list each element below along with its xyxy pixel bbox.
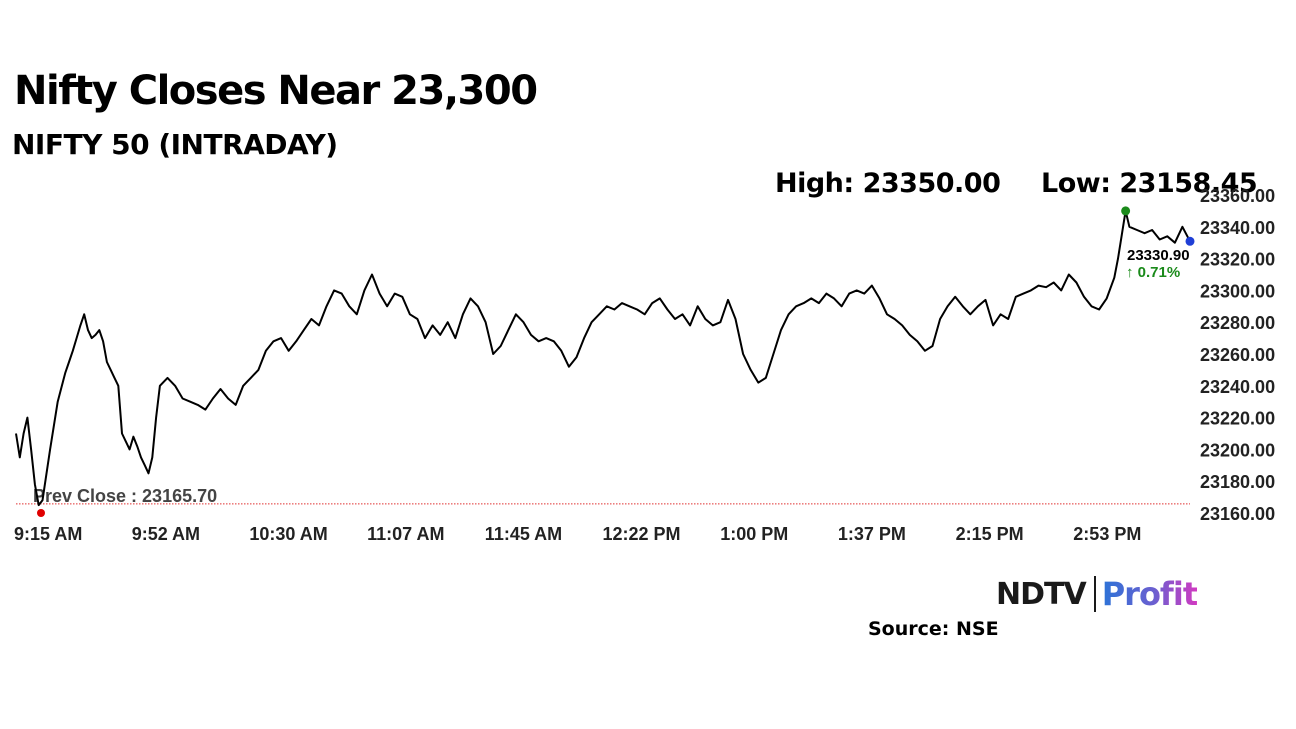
y-tick-label: 23220.00: [1200, 409, 1275, 429]
y-tick-label: 23240.00: [1200, 377, 1275, 397]
ndtv-profit-logo: NDTV Profit: [996, 574, 1198, 614]
y-tick-label: 23180.00: [1200, 472, 1275, 492]
x-tick-label: 2:15 PM: [956, 524, 1024, 544]
x-tick-label: 9:15 AM: [14, 524, 82, 544]
chart-title: Nifty Closes Near 23,300: [14, 68, 538, 114]
x-tick-label: 1:00 PM: [720, 524, 788, 544]
y-tick-label: 23160.00: [1200, 504, 1275, 524]
value-labels: 23330.90↑ 0.71%: [1126, 247, 1190, 281]
high-stat: High: 23350.00: [775, 168, 1001, 199]
x-tick-label: 10:30 AM: [249, 524, 327, 544]
chart-subtitle: NIFTY 50 (INTRADAY): [12, 128, 338, 161]
last-marker: [1185, 236, 1195, 246]
prev-close-label: Prev Close : 23165.70: [33, 486, 217, 506]
x-tick-label: 11:45 AM: [485, 524, 562, 544]
nifty-price-line: [15, 209, 1191, 507]
y-tick-label: 23280.00: [1200, 313, 1275, 333]
logo-ndtv-text: NDTV: [996, 576, 1087, 612]
x-tick-label: 9:52 AM: [132, 524, 200, 544]
x-tick-label: 1:37 PM: [838, 524, 906, 544]
change-label: ↑ 0.71%: [1126, 264, 1180, 281]
last-value-label: 23330.90: [1127, 247, 1190, 264]
y-tick-label: 23360.00: [1200, 186, 1275, 206]
y-axis: 23160.00 23180.00 23200.00 23220.00 23240.00…: [1200, 186, 1275, 524]
logo-profit-text: Profit: [1101, 575, 1198, 613]
open-marker: [37, 509, 45, 517]
x-tick-label: 12:22 PM: [603, 524, 681, 544]
low-stat: Low: 23158.45: [1041, 168, 1258, 199]
y-tick-label: 23340.00: [1200, 218, 1275, 238]
prev-close-layer: Prev Close : 23165.70: [16, 486, 1190, 506]
high-marker: [1121, 206, 1131, 216]
series-layer: [15, 209, 1191, 507]
source-note: Source: NSE: [868, 618, 999, 640]
y-tick-label: 23200.00: [1200, 440, 1275, 460]
x-tick-label: 2:53 PM: [1073, 524, 1141, 544]
x-tick-label: 11:07 AM: [367, 524, 444, 544]
logo-divider: [1093, 576, 1096, 612]
x-axis: 9:15 AM 9:52 AM 10:30 AM 11:07 AM 11:45 AM 12…: [14, 524, 1141, 544]
y-tick-label: 23300.00: [1200, 281, 1275, 301]
y-tick-label: 23320.00: [1200, 250, 1275, 270]
marker-layer: [37, 206, 1195, 517]
y-tick-label: 23260.00: [1200, 345, 1275, 365]
